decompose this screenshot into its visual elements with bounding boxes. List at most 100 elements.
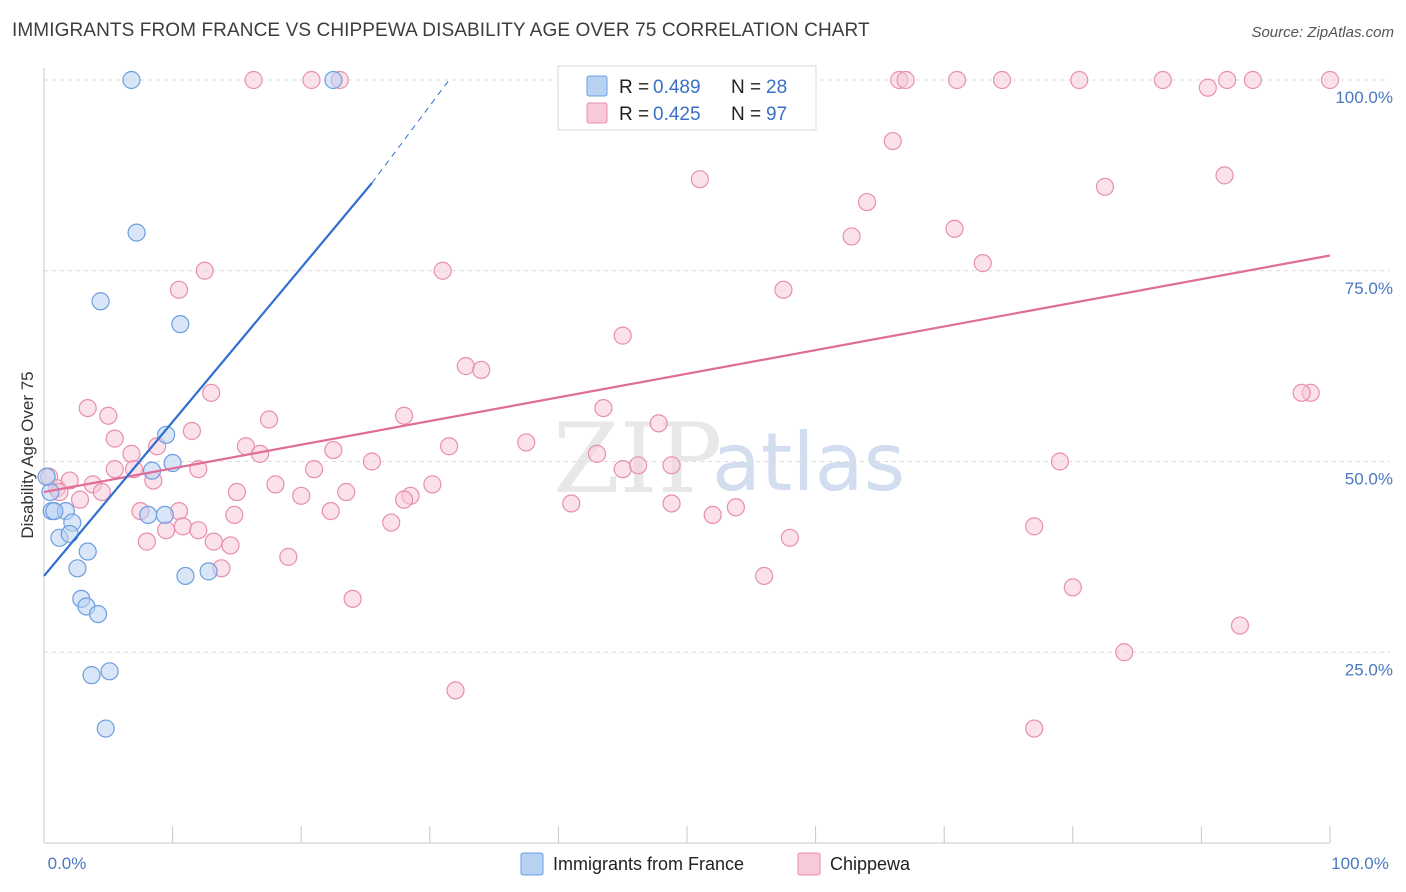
france-point — [88, 604, 108, 624]
chippewa-point — [1320, 70, 1340, 90]
legend-france-n-value: 28 — [766, 77, 787, 98]
chippewa-point — [947, 70, 967, 90]
chippewa-point — [517, 433, 536, 452]
y-tick-label-25: 25.0% — [1345, 660, 1393, 679]
chippewa-point — [362, 452, 382, 471]
france-point — [157, 425, 176, 444]
chippewa-point — [1050, 452, 1070, 471]
france-point — [60, 524, 79, 544]
chippewa-point — [726, 498, 745, 517]
legend-swatch-france — [586, 75, 608, 97]
chippewa-point — [78, 398, 97, 418]
chippewa-point — [703, 505, 722, 525]
chippewa-point — [105, 460, 124, 479]
correlation-legend: R = 0.489 N = 28 R = 0.425 N = 97 — [557, 65, 817, 131]
chart-title: IMMIGRANTS FROM FRANCE VS CHIPPEWA DISAB… — [12, 20, 870, 41]
chippewa-point — [292, 486, 311, 505]
france-point — [82, 666, 101, 685]
chippewa-point — [304, 460, 324, 479]
france-point — [96, 719, 115, 738]
france-point — [37, 467, 56, 486]
bottom-legend-swatch-chippewa — [797, 852, 821, 876]
chippewa-point — [221, 536, 240, 555]
chippewa-point — [1070, 70, 1089, 90]
france-point — [122, 70, 141, 90]
legend-swatch-chippewa — [586, 102, 608, 124]
chippewa-point — [394, 490, 414, 509]
chippewa-point — [1215, 166, 1234, 185]
chippewa-point — [244, 70, 263, 90]
chippewa-point — [202, 383, 221, 402]
chippewa-point — [382, 513, 401, 532]
chippewa-point — [137, 532, 156, 551]
bottom-legend-france: Immigrants from France — [553, 854, 744, 874]
grid-lines — [44, 79, 1390, 653]
chippewa-point — [842, 227, 861, 246]
chippewa-point — [1095, 177, 1115, 196]
chippewa-point — [613, 460, 632, 479]
chippewa-point — [883, 131, 902, 151]
y-tick-label-50: 50.0% — [1345, 470, 1393, 489]
chippewa-point — [613, 326, 632, 345]
legend-chippewa-r-value: 0.425 — [653, 104, 701, 125]
france-point — [155, 505, 174, 525]
chippewa-point — [774, 280, 793, 299]
bottom-legend-swatch-france — [520, 852, 544, 876]
france-point — [68, 559, 87, 578]
chippewa-point — [321, 501, 340, 521]
chippewa-point — [439, 437, 459, 456]
chippewa-point — [99, 406, 118, 425]
chippewa-point — [1115, 643, 1134, 662]
legend-france-r-value: 0.489 — [653, 77, 701, 98]
chippewa-point — [423, 475, 442, 494]
chippewa-point — [60, 471, 79, 490]
chippewa-point — [1025, 719, 1044, 738]
chippewa-trend-line — [43, 254, 1331, 494]
france-trend-extension — [371, 79, 450, 184]
chippewa-point — [662, 456, 681, 475]
chippewa-point — [70, 490, 90, 509]
y-tick-label-75: 75.0% — [1345, 279, 1393, 298]
chippewa-point — [394, 406, 414, 425]
chippewa-point — [973, 254, 992, 273]
france-point — [199, 562, 218, 581]
legend-france-n-label: N = — [731, 77, 761, 98]
chippewa-point — [472, 360, 491, 380]
chippewa-point — [755, 566, 774, 586]
chippewa-point — [587, 444, 607, 463]
chippewa-point — [456, 357, 475, 376]
chippewa-point — [1153, 70, 1172, 90]
source-label: Source: ZipAtlas.com — [1251, 24, 1394, 41]
chippewa-point — [992, 70, 1012, 90]
chippewa-point — [1292, 383, 1311, 402]
legend-chippewa-r-label: R = — [619, 104, 649, 125]
chippewa-point — [173, 517, 192, 536]
legend-france-r-label: R = — [619, 77, 649, 98]
chippewa-point — [324, 440, 343, 460]
y-tick-label-100: 100.0% — [1335, 88, 1393, 107]
chippewa-point — [343, 589, 362, 608]
chippewa-point — [662, 494, 681, 513]
chippewa-point — [266, 475, 285, 494]
bottom-legend-chippewa: Chippewa — [830, 854, 911, 874]
chippewa-point — [227, 482, 246, 502]
legend-chippewa-n-label: N = — [731, 104, 761, 125]
chippewa-point — [857, 192, 877, 212]
chippewa-point — [122, 444, 141, 463]
chippewa-point — [225, 505, 244, 525]
chippewa-point — [1218, 70, 1237, 90]
chippewa-point — [157, 521, 176, 540]
chippewa-point — [182, 421, 201, 441]
watermark-atlas: atlas — [712, 416, 905, 509]
france-point — [324, 70, 343, 90]
chippewa-point — [433, 261, 452, 280]
chippewa-point — [337, 482, 356, 502]
france-point — [100, 662, 119, 681]
france-point — [176, 566, 195, 586]
chippewa-point — [562, 494, 581, 513]
x-ticks — [43, 826, 1331, 843]
x-tick-label-max: 100.0% — [1331, 854, 1389, 873]
chippewa-point — [446, 681, 465, 700]
chippewa-point — [1025, 517, 1044, 536]
